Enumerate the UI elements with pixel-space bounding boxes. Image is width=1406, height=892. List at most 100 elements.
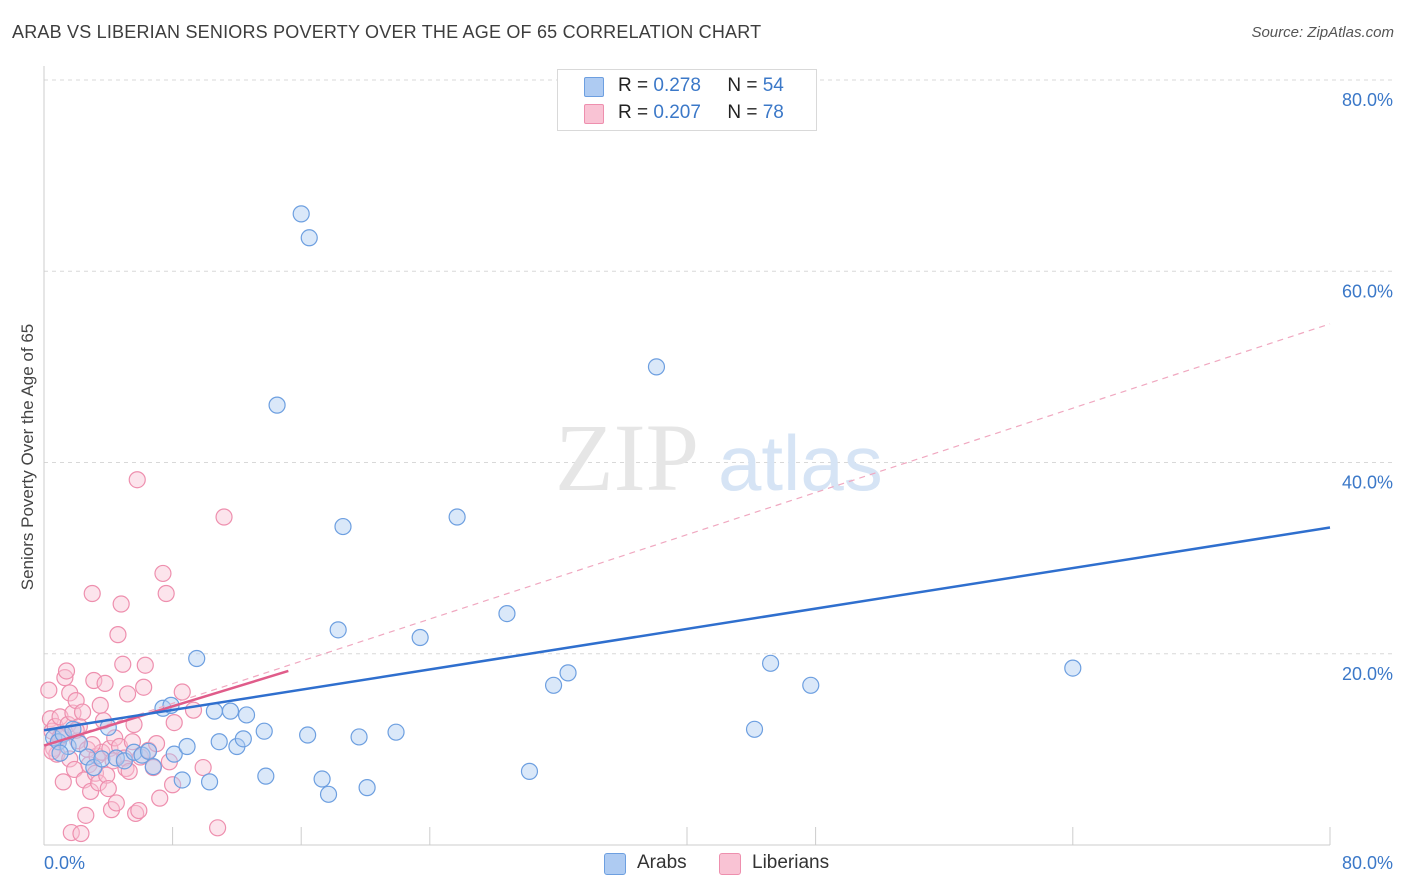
liberian-point bbox=[165, 713, 183, 732]
arab-point bbox=[221, 702, 240, 720]
arab-point bbox=[139, 742, 158, 760]
liberian-point bbox=[56, 669, 74, 687]
source-label: Source: ZipAtlas.com bbox=[1251, 24, 1394, 41]
arab-point bbox=[319, 785, 338, 803]
liberian-point bbox=[164, 776, 182, 794]
liberian-point bbox=[118, 685, 137, 703]
liberian-point bbox=[96, 674, 114, 692]
arabs-legend-swatch bbox=[604, 853, 626, 875]
arab-point bbox=[173, 771, 191, 789]
arab-point bbox=[234, 730, 252, 748]
arab-point bbox=[647, 358, 666, 376]
legend-r-value: 0.278 bbox=[653, 75, 701, 96]
liberian-point bbox=[173, 683, 191, 701]
arab-point bbox=[1064, 659, 1082, 677]
arab-point bbox=[255, 722, 273, 740]
legend-n-label: N = bbox=[727, 75, 758, 96]
axes bbox=[43, 66, 1331, 846]
legend-r-label: R = bbox=[618, 102, 649, 123]
arab-point bbox=[292, 205, 310, 223]
liberian-point bbox=[106, 729, 124, 747]
liberian-point bbox=[57, 662, 76, 680]
liberian-point bbox=[154, 564, 172, 583]
arab-point bbox=[802, 676, 820, 694]
tick-labels: 20.0% 40.0% 60.0% 80.0% 0.0% 80.0% bbox=[44, 90, 1393, 873]
liberian-point bbox=[120, 762, 138, 780]
correlation-legend: R = 0.278 N = 54 R = 0.207 N = 78 bbox=[557, 69, 817, 131]
liberian-point bbox=[73, 703, 92, 721]
x-tick-label: 80.0% bbox=[1342, 853, 1393, 873]
arab-point bbox=[358, 779, 376, 797]
liberian-point bbox=[215, 508, 233, 526]
liberian-point bbox=[99, 779, 117, 798]
arab-point bbox=[411, 628, 429, 647]
liberian-point bbox=[194, 758, 212, 777]
liberian-point bbox=[151, 789, 169, 807]
liberian-point bbox=[114, 655, 132, 673]
arabs-swatch bbox=[584, 77, 604, 97]
liberian-point bbox=[109, 626, 127, 644]
arab-point bbox=[313, 770, 331, 788]
liberian-point bbox=[91, 696, 109, 714]
liberians-legend-label: Liberians bbox=[752, 852, 830, 873]
legend-r-label: R = bbox=[618, 75, 649, 96]
liberian-point bbox=[98, 766, 116, 784]
liberian-point bbox=[85, 671, 103, 690]
arab-point bbox=[257, 767, 275, 785]
grid bbox=[44, 79, 1392, 655]
arab-point bbox=[448, 508, 466, 526]
trend-lines bbox=[43, 323, 1331, 747]
arab-point bbox=[559, 664, 577, 682]
arab-point bbox=[745, 720, 764, 738]
watermark: ZIP atlas bbox=[555, 404, 883, 511]
legend-r-value: 0.207 bbox=[653, 102, 701, 123]
arab-point bbox=[300, 229, 318, 247]
arab-point bbox=[387, 723, 405, 741]
liberian-point bbox=[54, 773, 72, 791]
legend-n-label: N = bbox=[727, 102, 758, 123]
liberian-point bbox=[40, 681, 58, 699]
liberian-point bbox=[135, 678, 153, 696]
arab-point bbox=[520, 762, 539, 780]
liberian-point bbox=[72, 824, 90, 843]
arab-point bbox=[210, 733, 228, 751]
watermark-zip: ZIP bbox=[555, 404, 699, 511]
arab-point bbox=[350, 728, 368, 746]
arab-point bbox=[334, 517, 352, 536]
arab-point bbox=[144, 757, 162, 776]
arab-point bbox=[544, 676, 563, 694]
arab-point bbox=[761, 654, 780, 672]
arab-point bbox=[200, 773, 219, 791]
arab-point bbox=[51, 744, 69, 762]
arab-point bbox=[78, 748, 97, 766]
x-tick-label: 0.0% bbox=[44, 853, 85, 873]
liberian-point bbox=[83, 584, 101, 603]
liberian-point bbox=[127, 804, 145, 823]
arab-point bbox=[299, 726, 317, 744]
arab-point bbox=[329, 621, 347, 639]
liberians-swatch bbox=[584, 104, 604, 124]
chart-title: ARAB VS LIBERIAN SENIORS POVERTY OVER TH… bbox=[12, 22, 762, 42]
arab-point bbox=[498, 604, 516, 623]
arab-point bbox=[178, 737, 196, 756]
liberians-legend-swatch bbox=[719, 853, 741, 875]
y-tick-label: 80.0% bbox=[1342, 90, 1393, 110]
legend-n-value: 78 bbox=[762, 102, 784, 123]
y-tick-label: 20.0% bbox=[1342, 664, 1393, 684]
arabs-legend-label: Arabs bbox=[637, 852, 687, 873]
arab-point bbox=[93, 750, 111, 768]
y-tick-label: 60.0% bbox=[1342, 281, 1393, 301]
liberian-point bbox=[128, 471, 146, 489]
liberian-point bbox=[209, 819, 227, 837]
liberian-point bbox=[107, 794, 125, 812]
arab-point bbox=[188, 649, 206, 668]
arab-trend-line bbox=[43, 526, 1331, 732]
arab-point bbox=[237, 706, 256, 724]
arab-point bbox=[268, 396, 286, 414]
y-axis-label: Seniors Poverty Over the Age of 65 bbox=[18, 324, 37, 590]
liberian-point bbox=[136, 656, 154, 674]
legend-n-value: 54 bbox=[762, 75, 784, 96]
watermark-atlas: atlas bbox=[718, 419, 883, 507]
liberian-point bbox=[130, 801, 148, 820]
